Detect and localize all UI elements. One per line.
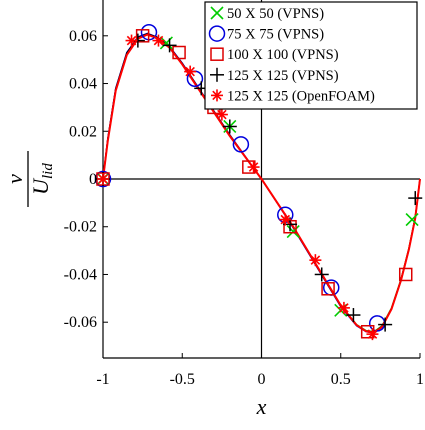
y-tick-label: -0.02 bbox=[64, 219, 97, 236]
data-point-s3 bbox=[135, 29, 150, 43]
y-tick-label: 0.06 bbox=[69, 28, 97, 45]
data-point-s5 bbox=[247, 161, 260, 174]
legend: 50 X 50 (VPNS) 75 X 75 (VPNS) 100 X 100 (V… bbox=[204, 1, 418, 110]
legend-marker bbox=[210, 67, 224, 82]
y-tick-label: 0 bbox=[89, 171, 97, 188]
marker-shape bbox=[208, 25, 226, 42]
legend-marker bbox=[208, 25, 226, 42]
legend-box bbox=[204, 1, 418, 110]
legend-entry: 100 X 100 (VPNS) bbox=[210, 47, 339, 63]
data-point-s5 bbox=[309, 254, 322, 267]
data-point-s5 bbox=[125, 34, 138, 47]
legend-label: 125 X 125 (VPNS) bbox=[227, 68, 339, 84]
data-point-s5 bbox=[279, 213, 292, 226]
marker-stroke bbox=[210, 6, 224, 20]
x-axis-title: x bbox=[256, 394, 267, 419]
marker-stroke bbox=[286, 224, 300, 239]
legend-entry: 50 X 50 (VPNS) bbox=[210, 6, 324, 22]
x-tick-label: 1 bbox=[416, 371, 424, 388]
legend-marker bbox=[210, 47, 224, 61]
y-axis-title-numerator: v bbox=[2, 174, 27, 184]
marker-stroke bbox=[405, 213, 419, 227]
legend-marker bbox=[210, 6, 224, 20]
data-point-s3 bbox=[360, 324, 375, 339]
data-point-s1 bbox=[286, 224, 300, 239]
y-axis-title-denominator-subscript: lid bbox=[40, 163, 56, 179]
legend-label: 75 X 75 (VPNS) bbox=[227, 27, 324, 43]
marker-shape bbox=[210, 47, 224, 61]
data-point-s3 bbox=[398, 267, 413, 282]
marker-shape bbox=[360, 324, 375, 339]
legend-entry: 75 X 75 (VPNS) bbox=[208, 25, 324, 43]
marker-stroke bbox=[159, 36, 173, 50]
x-tick-label: 0 bbox=[258, 371, 266, 388]
legend-marker bbox=[211, 89, 223, 102]
y-axis-title-denominator: Ulid bbox=[28, 163, 56, 195]
x-tick-label: 0.5 bbox=[331, 371, 351, 388]
marker-shape bbox=[321, 282, 335, 296]
data-point-s5 bbox=[184, 65, 197, 78]
legend-label: 100 X 100 (VPNS) bbox=[227, 47, 339, 63]
data-point-s4 bbox=[408, 191, 423, 206]
marker-shape bbox=[398, 267, 413, 282]
marker-shape bbox=[94, 170, 112, 188]
data-point-s4 bbox=[314, 267, 329, 282]
data-point-s3 bbox=[172, 45, 186, 60]
legend-entry: 125 X 125 (OpenFOAM) bbox=[211, 88, 375, 104]
data-point-s4 bbox=[162, 38, 177, 53]
y-axis-title: v Ulid bbox=[2, 151, 56, 207]
data-point-s4 bbox=[346, 308, 361, 323]
data-point-s1 bbox=[159, 36, 173, 50]
legend-label: 50 X 50 (VPNS) bbox=[227, 6, 324, 22]
data-point-s5 bbox=[152, 34, 165, 47]
marker-shape bbox=[135, 29, 150, 43]
marker-shape bbox=[232, 136, 250, 153]
data-point-s2 bbox=[94, 170, 112, 188]
data-point-s5 bbox=[337, 301, 350, 314]
legend-entry: 125 X 125 (VPNS) bbox=[210, 67, 339, 84]
data-point-s4 bbox=[222, 119, 237, 134]
data-point-s4 bbox=[378, 317, 393, 332]
data-point-s5 bbox=[97, 173, 109, 185]
x-tick-label: -0.5 bbox=[170, 371, 195, 388]
markers-group bbox=[94, 23, 423, 341]
y-axis-title-denominator-base: U bbox=[28, 177, 53, 195]
data-point-s5 bbox=[215, 108, 228, 121]
data-point-s2 bbox=[232, 136, 250, 153]
y-tick-label: -0.06 bbox=[64, 314, 97, 331]
y-tick-label: 0.02 bbox=[69, 123, 97, 140]
y-tick-label: -0.04 bbox=[64, 266, 97, 283]
data-point-s3 bbox=[321, 282, 335, 296]
marker-shape bbox=[172, 45, 186, 60]
data-point-s5 bbox=[366, 328, 379, 341]
axis-titles-group: x v Ulid bbox=[2, 151, 267, 419]
data-point-s1 bbox=[405, 213, 419, 227]
y-tick-label: 0.04 bbox=[69, 76, 97, 93]
tick-labels-group: -1 -0.5 0 0.5 1 -0.06 -0.04 -0.02 0 0.02 0.04 0.06 bbox=[64, 28, 424, 388]
x-tick-label: -1 bbox=[96, 371, 109, 388]
legend-label: 125 X 125 (OpenFOAM) bbox=[227, 88, 375, 104]
